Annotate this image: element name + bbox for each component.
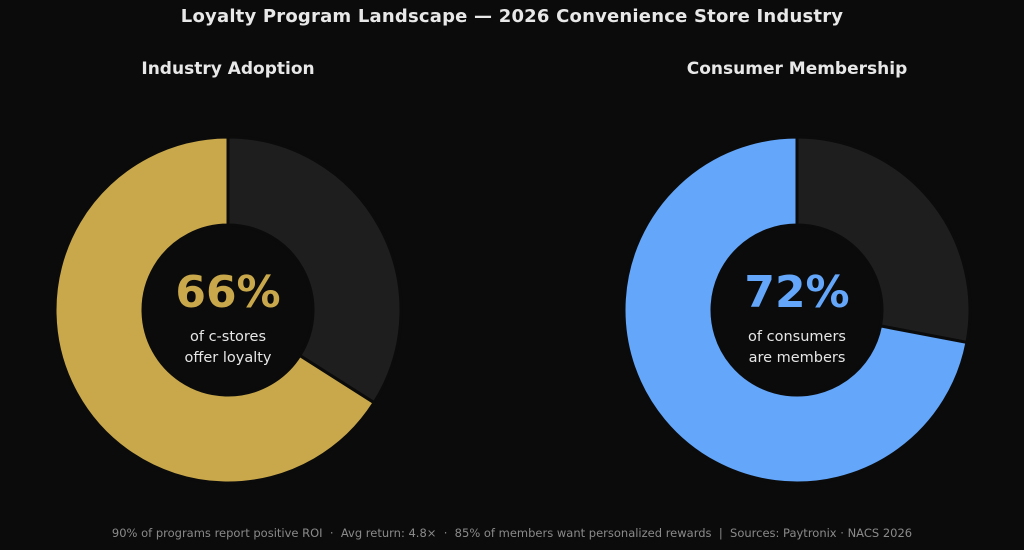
consumer-membership-center: 72% of consumers are members: [697, 265, 897, 369]
remainder-slice: [795, 135, 972, 345]
consumer-membership-caption: of consumers are members: [697, 327, 897, 369]
industry-adoption-center: 66% of c-stores offer loyalty: [128, 265, 328, 369]
industry-adoption-caption: of c-stores offer loyalty: [128, 327, 328, 369]
consumer-membership-caption-line-1: of consumers: [748, 329, 846, 345]
accent-slice: [53, 135, 377, 485]
accent-slice: [622, 135, 969, 485]
consumer-membership-title: Consumer Membership: [686, 59, 908, 79]
industry-adoption-title: Industry Adoption: [141, 59, 315, 79]
consumer-membership-caption-line-2: are members: [748, 350, 846, 366]
industry-adoption-donut: [53, 135, 403, 485]
consumer-membership-donut: [622, 135, 972, 485]
industry-adoption-caption-line-2: offer loyalty: [184, 350, 272, 366]
consumer-membership-percent: 72%: [744, 267, 850, 318]
industry-adoption-caption-line-1: of c-stores: [189, 329, 267, 345]
industry-adoption-percent: 66%: [175, 267, 281, 318]
footer-note: 90% of programs report positive ROI · Av…: [111, 526, 913, 540]
chart-main-title: Loyalty Program Landscape — 2026 Conveni…: [180, 6, 844, 27]
remainder-slice: [226, 135, 403, 405]
